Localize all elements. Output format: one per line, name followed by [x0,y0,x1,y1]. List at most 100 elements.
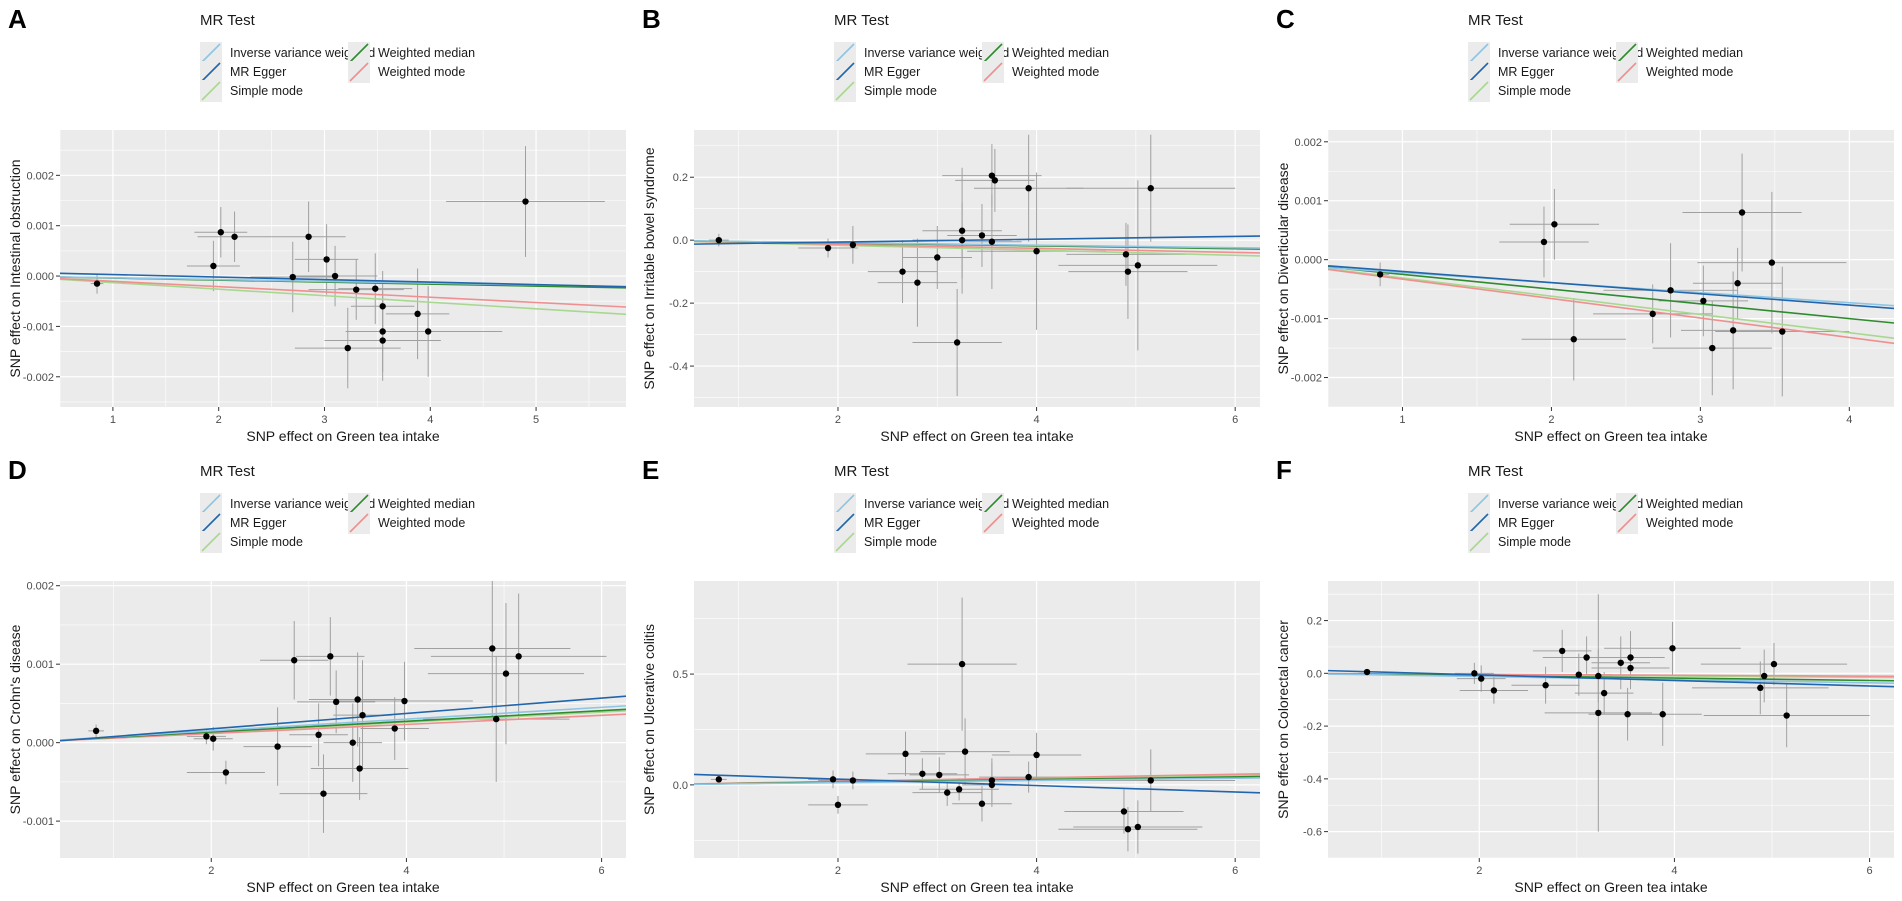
data-point [988,781,996,789]
y-tick-label: 0.5 [673,669,688,681]
y-axis-title: SNP effect on Intestinal obstruction [7,159,23,377]
y-tick-label: -0.001 [1291,314,1322,326]
legend-key-swatch [834,80,856,102]
data-point [978,800,986,807]
data-point [1134,823,1142,831]
scatter-plot: 2 4 6 -0.4 -0.2 0.0 0.2 SNP effect on Green tea… [641,130,1260,444]
legend: MR Test Inverse variance weighted Weighted… [834,12,1194,122]
data-point [1600,689,1608,697]
panel-D: D MR Test Inverse variance weighted Weighte… [0,451,634,901]
data-point [715,236,723,244]
legend-key-line [835,494,855,514]
legend-label: Weighted mode [1012,516,1100,530]
legend-item-ivw: Inverse variance weighted [834,42,1009,64]
data-point [988,238,996,245]
data-point [515,653,522,660]
data-point [991,177,999,184]
legend-label: Inverse variance weighted [230,46,376,60]
gridlines [1328,581,1894,858]
regression-line-simple-mode [60,278,626,316]
panel-letter: F [1276,455,1292,485]
legend-label: Simple mode [230,535,303,549]
y-tick-label: -0.002 [23,372,54,384]
legend-key-line [349,494,369,514]
regression-line-mr-egger [694,773,1260,794]
y-tick-label: -0.001 [23,816,54,828]
data-point [1627,654,1634,661]
legend-title: MR Test [834,12,889,29]
data-point [934,254,941,261]
legend-key-line [201,43,221,63]
data-point [914,279,921,286]
legend-item-ivw: Inverse variance weighted [200,493,375,515]
legend-key-swatch [1468,61,1490,83]
regression-line-mr-egger [60,272,626,288]
legend-label: Inverse variance weighted [864,497,1010,511]
plot-content [694,134,1260,396]
data-point [222,769,230,776]
legend-title: MR Test [1468,12,1523,29]
data-point [978,232,986,239]
x-tick-label: 6 [599,865,605,877]
panel-F: F MR Test Inverse variance weighted Weighte… [1268,451,1902,901]
data-point [958,227,966,234]
legend-key-line [835,513,855,533]
regression-line-ivw [60,705,626,741]
plot-background [1328,581,1894,858]
legend-key-swatch [348,61,370,83]
data-point [715,776,723,783]
legend-item-ivw: Inverse variance weighted [834,493,1009,515]
legend-key-line [201,532,221,552]
panel-B: B MR Test Inverse variance weighted Weighte… [634,0,1268,450]
legend-key-line [1469,532,1489,552]
regression-line-ivw [694,777,1260,786]
y-tick-label: -0.4 [669,361,688,373]
legend-item-mr-egger: MR Egger [834,61,920,83]
legend-item-ivw: Inverse variance weighted [1468,493,1643,515]
panel-letter: D [8,455,27,485]
x-tick-label: 6 [1867,865,1873,877]
legend-key-swatch [200,531,222,553]
data-point [902,750,909,758]
data-point [93,280,101,287]
legend-key-line [1469,513,1489,533]
data-point [1734,280,1741,287]
data-point [1120,808,1128,815]
data-point [1779,328,1786,335]
legend: MR Test Inverse variance weighted Weighted… [200,463,560,573]
x-axis-title: SNP effect on Green tea intake [880,879,1073,895]
data-point [1595,709,1602,717]
regression-line-weighted-mode [60,277,626,308]
legend-key-line [835,62,855,82]
legend-key-swatch [1616,512,1638,534]
data-point [1363,668,1371,676]
legend-label: Simple mode [864,84,937,98]
data-point [401,697,408,705]
legend-label: Weighted median [378,46,476,60]
legend-key-swatch [1616,61,1638,83]
data-point [1709,344,1716,352]
data-point [1757,684,1764,692]
data-point [344,344,351,352]
legend-item-weighted-mode: Weighted mode [982,512,1099,534]
data-point [829,776,837,783]
legend-item-weighted-median: Weighted median [982,493,1109,515]
legend-key-swatch [834,493,856,515]
legend-key-swatch [982,42,1004,64]
data-point [955,786,963,793]
legend-item-simple-mode: Simple mode [834,80,937,102]
data-point [988,777,996,784]
legend-key-line [1469,81,1489,101]
legend-item-weighted-mode: Weighted mode [1616,512,1733,534]
legend-key-swatch [1468,531,1490,553]
y-axis-title: SNP effect on Ulcerative colitis [641,624,657,815]
data-point [849,241,857,249]
legend-item-mr-egger: MR Egger [1468,61,1554,83]
data-point [320,790,327,797]
regression-line-weighted-median [1328,266,1894,324]
legend-label: MR Egger [864,516,921,530]
legend-key-swatch [1616,42,1638,64]
data-point [1595,672,1602,680]
y-tick-label: 0.0 [1307,668,1322,680]
legend-label: MR Egger [1498,65,1555,79]
